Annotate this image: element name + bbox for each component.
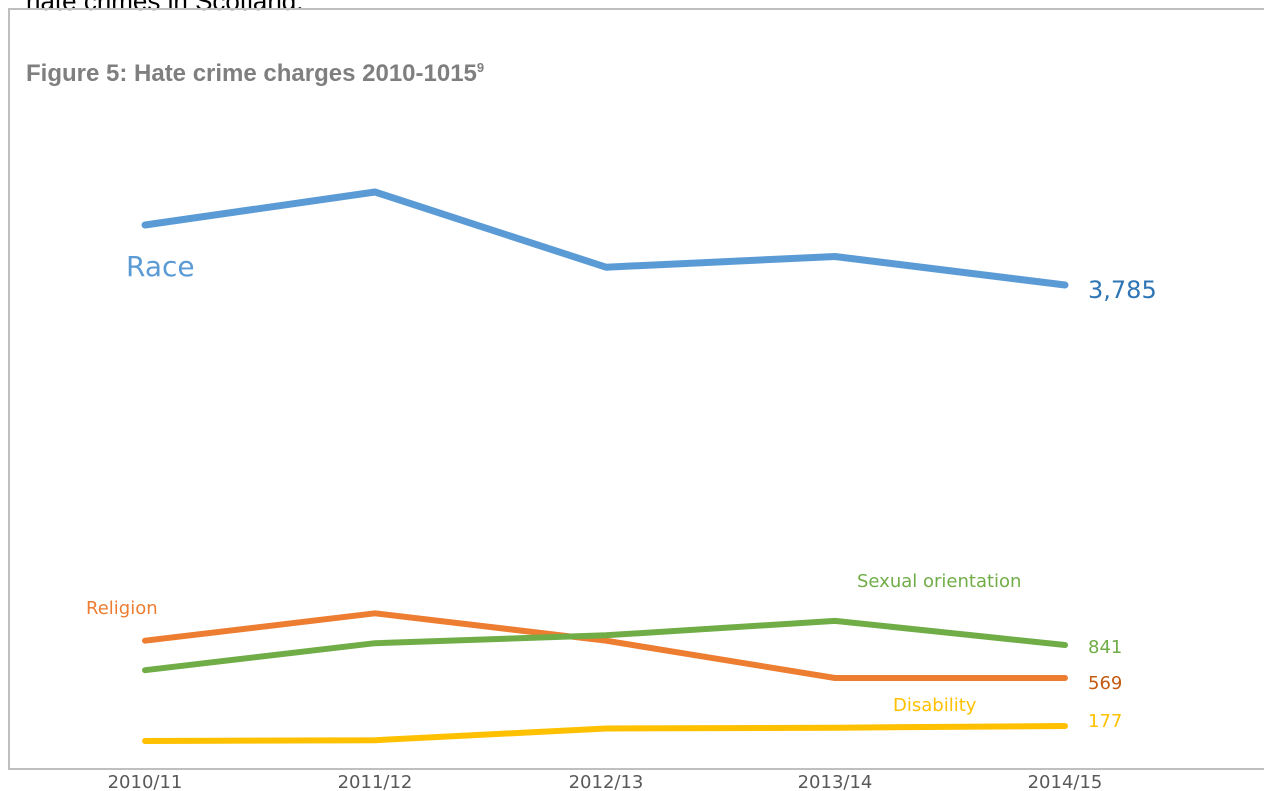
series-line-religion <box>142 610 1068 681</box>
chart-frame <box>8 8 1264 770</box>
x-tick-label: 2013/14 <box>798 772 873 791</box>
x-tick-label: 2012/13 <box>569 772 644 791</box>
series-lines <box>141 188 1069 744</box>
footnote-marker: 9 <box>476 60 485 75</box>
series-name-label-disability: Disability <box>893 695 977 716</box>
series-labels: Race 3,785 Religion 569 Sexual orientation 84… <box>86 250 1157 732</box>
figure-title: Figure 5: Hate crime charges 2010-10159 <box>26 60 484 88</box>
x-tick-label: 2014/15 <box>1028 772 1103 791</box>
data-label-religion-end: 569 <box>1088 673 1122 694</box>
series-name-label-religion: Religion <box>86 598 158 619</box>
series-line-race <box>141 188 1069 289</box>
figure-title-text: Figure 5: Hate crime charges 2010-1015 <box>26 60 477 87</box>
data-label-sexual-orientation-end: 841 <box>1088 637 1122 658</box>
series-line-disability <box>142 723 1068 744</box>
x-tick-label: 2010/11 <box>108 772 183 791</box>
series-name-label-sexual-orientation: Sexual orientation <box>857 571 1021 592</box>
x-axis-tick-labels: 2010/11 2011/12 2012/13 2013/14 2014/15 <box>108 772 1103 791</box>
data-label-disability-end: 177 <box>1088 711 1122 732</box>
series-line-sexual-orientation <box>142 617 1068 674</box>
data-label-race-end: 3,785 <box>1088 276 1157 304</box>
x-tick-label: 2011/12 <box>338 772 413 791</box>
series-name-label-race: Race <box>126 250 195 283</box>
